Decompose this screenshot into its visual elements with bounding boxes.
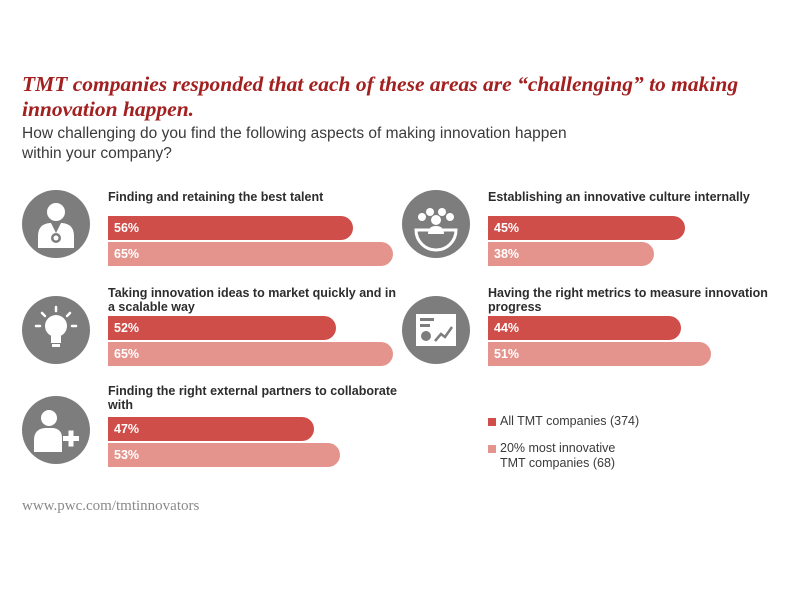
lightbulb-icon (22, 296, 90, 364)
data-label: 53% (114, 448, 140, 462)
source-link[interactable]: www.pwc.com/tmtinnovators (22, 498, 200, 514)
legend-swatch (488, 418, 496, 426)
legend-label: 20% most innovative (500, 441, 616, 455)
bar-top-partners: 53% (108, 443, 340, 467)
bar-all-market: 52% (108, 316, 336, 340)
add-partner-icon (22, 396, 90, 464)
bar-all-partners: 47% (108, 417, 314, 441)
legend-label: All TMT companies (374) (500, 414, 640, 428)
legend-item-all: All TMT companies (374) (488, 414, 788, 429)
bar-top-culture: 38% (488, 242, 654, 266)
legend-label: TMT companies (68) (500, 456, 616, 470)
chart-item-market: Taking innovation ideas to market quickl… (22, 286, 402, 376)
data-label: 38% (494, 247, 520, 261)
bar-top-market: 65% (108, 342, 393, 366)
bar-all-metrics: 44% (488, 316, 681, 340)
metrics-chart-icon (402, 296, 470, 364)
data-label: 45% (494, 221, 520, 235)
data-label: 47% (114, 422, 140, 436)
category-label: Taking innovation ideas to market quickl… (108, 286, 397, 314)
page-title: TMT companies responded that each of the… (22, 72, 739, 121)
category-label: Having the right metrics to measure inno… (488, 286, 768, 314)
chart-item-metrics: Having the right metrics to measure inno… (402, 286, 782, 376)
team-culture-icon (402, 190, 470, 258)
chart-question: How challenging do you find the followin… (22, 125, 567, 162)
data-label: 65% (114, 247, 140, 261)
bar-top-metrics: 51% (488, 342, 711, 366)
chart-item-talent: Finding and retaining the best talent 56… (22, 190, 402, 280)
legend-item-top: 20% most innovative TMT companies (68) (488, 441, 788, 471)
category-label: Finding and retaining the best talent (108, 190, 324, 204)
chart-item-partners: Finding the right external partners to c… (22, 384, 402, 474)
data-label: 65% (114, 347, 140, 361)
data-label: 52% (114, 321, 140, 335)
legend-swatch (488, 445, 496, 453)
talent-medal-icon (22, 190, 90, 258)
data-label: 44% (494, 321, 520, 335)
bar-all-culture: 45% (488, 216, 685, 240)
category-label: Establishing an innovative culture inter… (488, 190, 750, 204)
category-label: Finding the right external partners to c… (108, 384, 397, 412)
chart-legend: All TMT companies (374) 20% most innovat… (488, 414, 788, 483)
data-label: 51% (494, 347, 520, 361)
chart-item-culture: Establishing an innovative culture inter… (402, 190, 782, 280)
bar-all-talent: 56% (108, 216, 353, 240)
bar-top-talent: 65% (108, 242, 393, 266)
data-label: 56% (114, 221, 140, 235)
